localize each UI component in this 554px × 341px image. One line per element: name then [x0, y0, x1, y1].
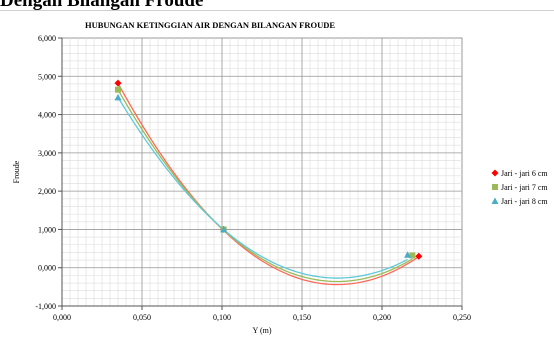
x-axis-label: Y (m)	[252, 326, 271, 335]
y-tick-label: 6,000	[38, 34, 56, 43]
y-axis-label: Froude	[12, 160, 21, 183]
y-tick-label: 3,000	[38, 149, 56, 158]
legend-label-2: Jari - jari 7 cm	[501, 183, 548, 192]
y-tick-label: 5,000	[38, 72, 56, 81]
x-tick-label: 0,050	[133, 313, 151, 322]
data-point-series-2	[409, 252, 416, 259]
legend-label-3: Jari - jari 8 cm	[501, 197, 548, 206]
froude-chart: 0,000 0,050 0,100 0,150 0,200 0,250 -1,000 0,00…	[12, 20, 548, 335]
chart-markers	[114, 79, 423, 260]
chart-legend: Jari - jari 6 cm Jari - jari 7 cm Jari - j…	[491, 169, 548, 206]
x-tick-label: 0,100	[213, 313, 231, 322]
data-point-series-3	[114, 93, 122, 101]
chart-axes	[58, 37, 463, 310]
data-point-series-1	[415, 252, 423, 260]
page-heading: Dengan Bilangan Froude	[0, 0, 204, 11]
x-tick-label: 0,150	[293, 313, 311, 322]
legend-marker-1	[491, 169, 499, 177]
legend-marker-3	[491, 197, 499, 204]
trend-curve-1	[117, 82, 420, 286]
chart-grid	[61, 37, 463, 307]
chart-labels: 0,000 0,050 0,100 0,150 0,200 0,250 -1,000 0,00…	[12, 20, 471, 335]
trend-curve-3	[117, 97, 408, 279]
data-point-series-3	[220, 225, 228, 233]
data-point-series-3	[404, 251, 412, 258]
x-tick-label: 0,200	[373, 313, 391, 322]
y-tick-label: 1,000	[38, 225, 56, 234]
chart-frame: 0,000 0,050 0,100 0,150 0,200 0,250 -1,000 0,00…	[0, 10, 554, 340]
data-point-series-2	[115, 86, 121, 93]
x-tick-label: 0,000	[53, 313, 71, 322]
chart-title: HUBUNGAN KETINGGIAN AIR DENGAN BILANGAN …	[85, 20, 335, 30]
y-tick-label: 2,000	[38, 187, 56, 196]
data-point-series-1	[114, 79, 122, 87]
y-tick-label: -1,000	[35, 302, 56, 311]
legend-marker-2	[492, 184, 498, 190]
y-tick-label: 0,000	[38, 264, 56, 273]
y-tick-label: 4,000	[38, 111, 56, 120]
trend-curve-2	[117, 89, 413, 283]
chart-curves	[117, 82, 420, 286]
x-tick-label: 0,250	[453, 313, 471, 322]
legend-label-1: Jari - jari 6 cm	[501, 169, 548, 178]
